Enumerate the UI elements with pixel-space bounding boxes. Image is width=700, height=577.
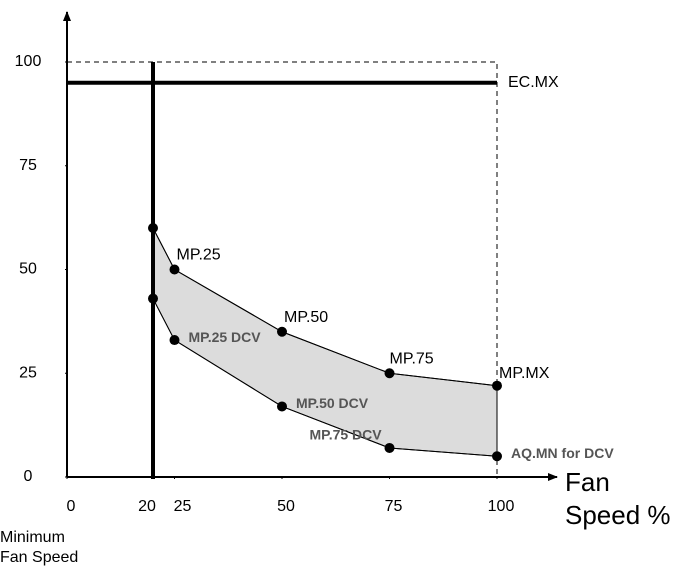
- point: [492, 451, 502, 462]
- y-tick-label: 100: [15, 53, 42, 70]
- y-tick-label: 75: [19, 157, 37, 174]
- x-tick-label: 25: [174, 498, 192, 515]
- limit-frame: [67, 61, 498, 477]
- ec-mx-label: EC.MX: [508, 74, 559, 91]
- point: [169, 264, 180, 275]
- point-label: MP.75 DCV: [310, 427, 383, 443]
- point: [492, 380, 502, 391]
- point: [169, 335, 180, 346]
- point: [277, 326, 287, 337]
- point-label: MP.75: [390, 350, 434, 367]
- point-label: MP.50: [284, 309, 328, 326]
- y-tick-label: 0: [24, 468, 33, 485]
- point: [277, 401, 287, 412]
- point-label: MP.25 DCV: [189, 329, 262, 345]
- x-tick-label: 75: [385, 498, 403, 515]
- point: [148, 223, 158, 233]
- point: [384, 442, 395, 453]
- min-fan-speed-label: Minimum Fan Speed: [0, 529, 79, 566]
- point-label: MP.MX: [499, 365, 550, 382]
- point: [384, 368, 395, 379]
- point-label: MP.25: [177, 247, 221, 264]
- x-tick-label: 0: [67, 498, 76, 515]
- y-tick-label: 25: [19, 364, 37, 381]
- point-label: AQ.MN for DCV: [511, 445, 614, 461]
- point: [148, 293, 158, 304]
- point-label: MP.50 DCV: [296, 395, 369, 411]
- x-tick-label: 20: [138, 498, 156, 515]
- y-tick-label: 50: [19, 261, 37, 278]
- x-tick-label: 50: [277, 498, 295, 515]
- x-tick-label: 100: [488, 498, 515, 515]
- x-axis-title: Fan Speed %: [565, 467, 671, 530]
